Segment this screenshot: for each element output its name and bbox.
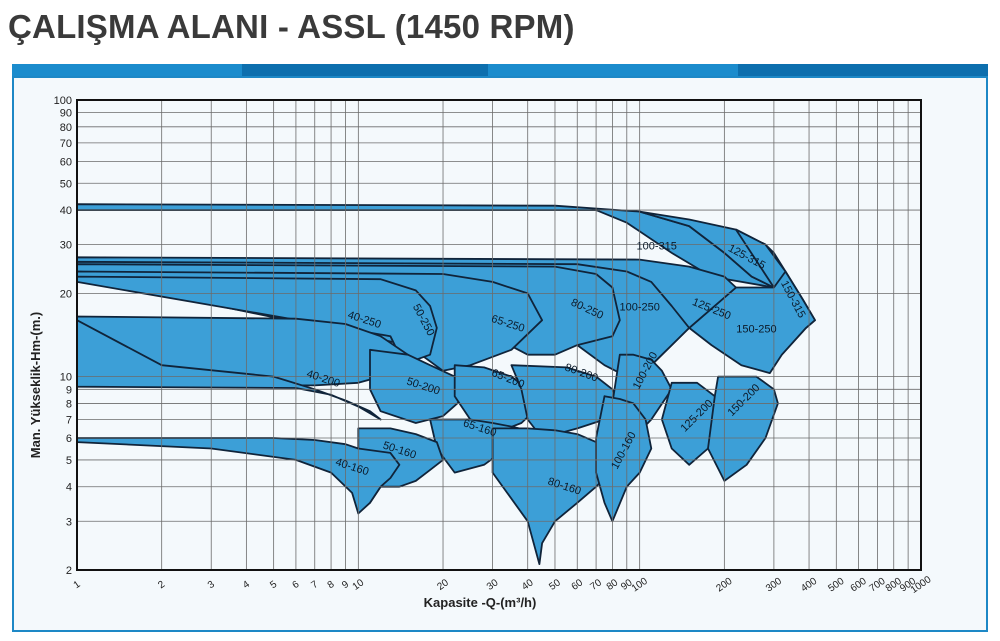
region-label: 100-250 [619, 301, 659, 313]
band-segment [738, 64, 988, 76]
x-tick-label: 70 [588, 577, 604, 593]
y-tick-label: 2 [66, 565, 72, 577]
region-40-200 [76, 319, 382, 421]
y-tick-label: 60 [60, 156, 72, 168]
y-tick-label: 7 [66, 414, 72, 426]
x-tick-label: 30 [485, 577, 501, 593]
region-40-160 [76, 437, 401, 515]
x-tick-label: 10 [351, 577, 367, 593]
band-segment [488, 64, 738, 76]
chart-grid [76, 99, 922, 571]
x-tick-label: 7 [309, 579, 320, 591]
x-tick-label: 8 [326, 579, 337, 591]
band-segment [12, 64, 242, 76]
region-80-160 [491, 427, 614, 565]
y-tick-label: 70 [60, 138, 72, 150]
x-tick-label: 9 [340, 579, 351, 591]
y-axis-label: Man. Yükseklik-Hm-(m.) [28, 312, 43, 458]
header-band [12, 64, 988, 76]
x-tick-label: 500 [826, 576, 846, 595]
x-tick-label: 200 [714, 576, 734, 595]
pump-regions [76, 203, 816, 565]
x-tick-label: 50 [547, 577, 563, 593]
x-tick-label: 1 [72, 579, 83, 591]
y-tick-label: 80 [60, 122, 72, 134]
x-tick-label: 20 [435, 577, 451, 593]
x-tick-label: 2 [156, 579, 167, 591]
x-tick-label: 6 [291, 579, 302, 591]
x-tick-label: 400 [799, 576, 819, 595]
region-label: 100-315 [637, 241, 677, 253]
x-tick-label: 60 [570, 577, 586, 593]
x-tick-label: 80 [605, 577, 621, 593]
region-150-250 [688, 270, 816, 375]
y-tick-label: 5 [66, 455, 72, 467]
y-tick-label: 8 [66, 398, 72, 410]
y-tick-label: 30 [60, 240, 72, 252]
y-tick-label: 100 [54, 95, 72, 107]
band-segment [242, 64, 488, 76]
region-150-200 [707, 375, 779, 482]
x-tick-label: 300 [764, 576, 784, 595]
y-tick-label: 50 [60, 178, 72, 190]
y-tick-label: 3 [66, 516, 72, 528]
x-tick-label: 5 [268, 579, 279, 591]
x-tick-label: 100 [630, 576, 650, 595]
y-tick-label: 40 [60, 205, 72, 217]
region-label: 150-250 [736, 323, 776, 335]
y-tick-label: 6 [66, 433, 72, 445]
x-axis-label: Kapasite -Q-(m³/h) [424, 595, 537, 610]
y-tick-label: 4 [66, 482, 72, 494]
y-tick-label: 90 [60, 108, 72, 120]
y-tick-label: 9 [66, 384, 72, 396]
x-tick-label: 3 [206, 579, 217, 591]
y-tick-label: 20 [60, 288, 72, 300]
page-title: ÇALIŞMA ALANI - ASSL (1450 RPM) [8, 8, 575, 45]
x-tick-label: 40 [520, 577, 536, 593]
region-50-200 [369, 348, 472, 424]
plot-frame [76, 99, 922, 571]
x-tick-label: 4 [241, 579, 252, 591]
y-tick-label: 10 [60, 372, 72, 384]
x-tick-label: 600 [849, 576, 869, 595]
